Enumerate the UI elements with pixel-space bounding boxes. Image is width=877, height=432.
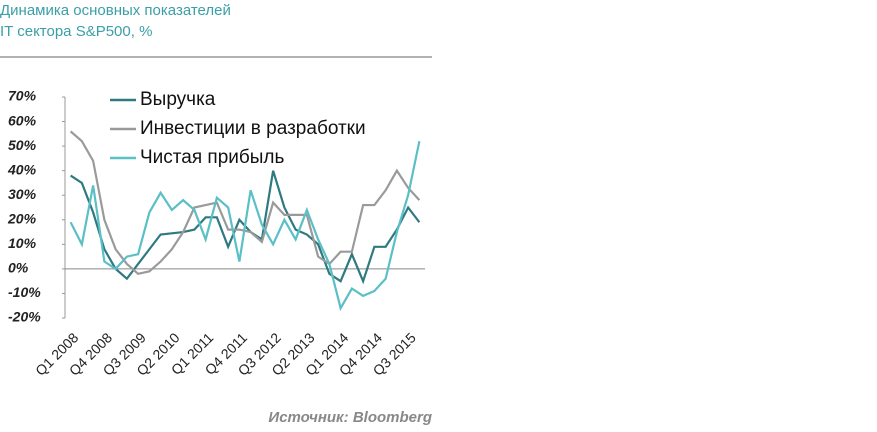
- legend-label: Выручка: [140, 89, 216, 110]
- y-tick-label: 60%: [8, 112, 37, 128]
- y-tick-label: 40%: [7, 161, 37, 177]
- y-tick-label: -20%: [8, 309, 41, 325]
- legend-label: Чистая прибыль: [140, 147, 284, 168]
- y-tick-label: 0%: [8, 260, 29, 276]
- series-line: [69, 140, 421, 312]
- chart-title: Динамика основных показателей: [0, 2, 231, 19]
- y-tick-label: 20%: [7, 210, 37, 226]
- y-tick-label: -10%: [8, 284, 41, 300]
- y-tick-label: 70%: [8, 88, 37, 104]
- y-tick-label: 30%: [8, 186, 37, 202]
- source: Источник: Bloomberg: [268, 409, 432, 426]
- y-tick-label: 50%: [8, 137, 37, 153]
- y-tick-label: 10%: [8, 235, 37, 251]
- legend-label: Инвестиции в разработки: [140, 118, 366, 139]
- chart-subtitle: IT сектора S&P500, %: [0, 23, 152, 40]
